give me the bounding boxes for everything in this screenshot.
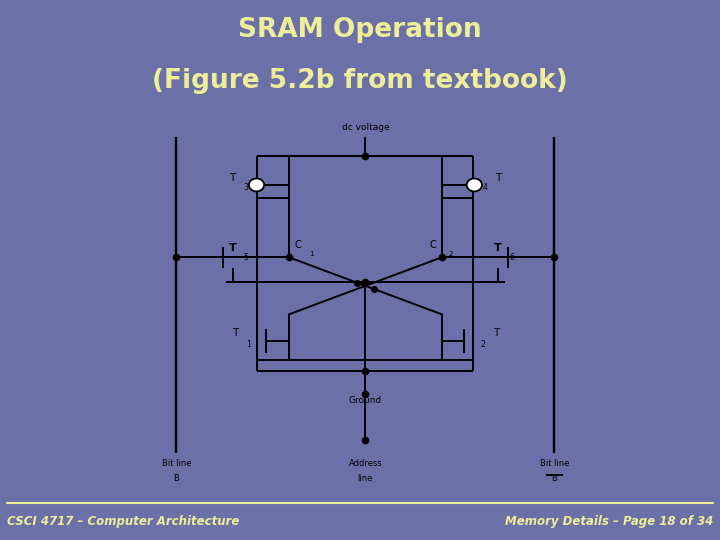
Text: B: B [174, 474, 179, 483]
Text: B: B [552, 474, 557, 483]
Text: 6: 6 [509, 253, 514, 262]
Text: T: T [494, 242, 502, 253]
Text: line: line [358, 474, 373, 483]
Text: Bit line: Bit line [162, 459, 191, 468]
Text: 2: 2 [449, 251, 453, 256]
Text: (Figure 5.2b from textbook): (Figure 5.2b from textbook) [152, 68, 568, 94]
Circle shape [249, 178, 264, 191]
Text: C: C [294, 240, 301, 251]
Text: T: T [232, 328, 238, 338]
Text: SRAM Operation: SRAM Operation [238, 17, 482, 43]
Text: Bit line: Bit line [540, 459, 569, 468]
Text: 2: 2 [480, 340, 485, 349]
Text: 4: 4 [482, 183, 487, 192]
Text: Address: Address [348, 459, 382, 468]
Text: dc voltage: dc voltage [341, 123, 390, 132]
Text: T: T [229, 242, 237, 253]
Text: T: T [495, 173, 501, 183]
Circle shape [467, 178, 482, 191]
Text: T: T [492, 328, 499, 338]
Text: Ground: Ground [348, 396, 382, 405]
Text: 1: 1 [309, 251, 314, 256]
Text: C: C [430, 240, 436, 251]
Text: CSCI 4717 – Computer Architecture: CSCI 4717 – Computer Architecture [7, 515, 240, 528]
Text: 3: 3 [243, 183, 248, 192]
Text: 5: 5 [243, 253, 248, 262]
Text: 1: 1 [246, 340, 251, 349]
Text: Memory Details – Page 18 of 34: Memory Details – Page 18 of 34 [505, 515, 713, 528]
Text: T: T [230, 173, 235, 183]
